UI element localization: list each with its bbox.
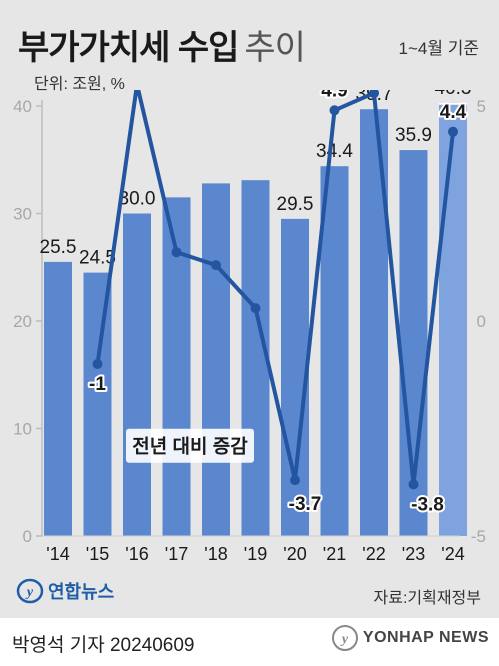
bar-value-label: 35.9 bbox=[395, 125, 432, 146]
bar-value-label: 30.0 bbox=[119, 189, 156, 210]
line-point bbox=[369, 90, 379, 99]
line-point bbox=[171, 247, 182, 258]
x-tick-label: '20 bbox=[283, 544, 306, 564]
x-tick-label: '19 bbox=[244, 544, 267, 564]
line-value-label: -1 bbox=[89, 374, 106, 395]
title-main: 부가가치세 수입 bbox=[18, 29, 239, 67]
bar-value-label: 34.4 bbox=[316, 141, 353, 162]
line-value-label: -3.7 bbox=[289, 494, 322, 515]
svg-text:y: y bbox=[25, 585, 34, 600]
x-tick-label: '14 bbox=[46, 544, 69, 564]
x-tick-label: '16 bbox=[125, 544, 148, 564]
unit-label: 단위: 조원, % bbox=[34, 76, 125, 93]
line-point bbox=[408, 479, 419, 490]
line-point bbox=[329, 105, 340, 116]
agency-logo-text: 연합뉴스 bbox=[48, 582, 115, 602]
y-right-tick-label: -5 bbox=[471, 527, 486, 546]
source-label: 자료:기획재정부 bbox=[373, 590, 482, 607]
line-series bbox=[95, 90, 455, 487]
y-left-tick-label: 30 bbox=[13, 205, 32, 224]
x-tick-label: '21 bbox=[323, 544, 346, 564]
x-tick-label: '18 bbox=[204, 544, 227, 564]
byline: 박영석 기자 20240609 bbox=[12, 635, 195, 656]
watermark-logo-icon: y bbox=[331, 625, 358, 651]
line-value-label: -3.8 bbox=[411, 494, 444, 515]
bar bbox=[44, 261, 72, 536]
bar bbox=[123, 213, 151, 536]
bar bbox=[83, 272, 112, 536]
y-left-tick-label: 0 bbox=[23, 527, 32, 546]
y-left-tick-label: 20 bbox=[13, 312, 32, 331]
line-point bbox=[290, 475, 300, 486]
bar-value-label: 24.5 bbox=[79, 248, 116, 269]
bar bbox=[202, 183, 230, 536]
bar bbox=[439, 102, 467, 537]
agency-logo: y 연합뉴스 bbox=[16, 578, 114, 604]
line-point bbox=[250, 303, 261, 314]
bar bbox=[320, 166, 349, 536]
y-left-tick-label: 40 bbox=[13, 97, 32, 116]
x-tick-label: '15 bbox=[86, 544, 109, 564]
watermark: y YONHAP NEWS bbox=[331, 624, 489, 652]
bar-value-label: 25.5 bbox=[40, 237, 77, 258]
svg-text:y: y bbox=[340, 632, 349, 647]
y-right-tick-label: 0 bbox=[477, 312, 486, 331]
y-right-tick-label: 5 bbox=[477, 97, 486, 116]
x-tick-label: '22 bbox=[362, 544, 385, 564]
x-tick-label: '17 bbox=[165, 544, 188, 564]
x-tick-label: '24 bbox=[441, 544, 464, 564]
line-point bbox=[448, 126, 458, 137]
bar-top-highlight bbox=[439, 102, 467, 105]
line-point bbox=[92, 359, 103, 369]
bar-value-label: 40.3 bbox=[435, 90, 472, 99]
chart-title: 부가가치세 수입 추이 bbox=[18, 20, 306, 69]
watermark-text: YONHAP NEWS bbox=[362, 629, 489, 646]
line-value-label: 4.9 bbox=[321, 90, 347, 101]
x-tick-label: '23 bbox=[402, 544, 425, 564]
series-label-bg bbox=[126, 428, 254, 463]
title-sub: 추이 bbox=[244, 29, 306, 67]
y-left-tick-label: 10 bbox=[13, 420, 32, 439]
series-name-label: 전년 대비 증감 bbox=[132, 436, 248, 458]
line-value-label: 4.4 bbox=[440, 102, 467, 123]
combo-chart: 010203040-50525.524.530.029.534.439.735.… bbox=[13, 90, 486, 564]
yonhap-logo-icon: y bbox=[16, 578, 44, 604]
period-note: 1~4월 기준 bbox=[398, 39, 479, 58]
bar-value-label: 29.5 bbox=[277, 194, 314, 215]
bar bbox=[241, 180, 270, 537]
line-point bbox=[211, 260, 221, 271]
